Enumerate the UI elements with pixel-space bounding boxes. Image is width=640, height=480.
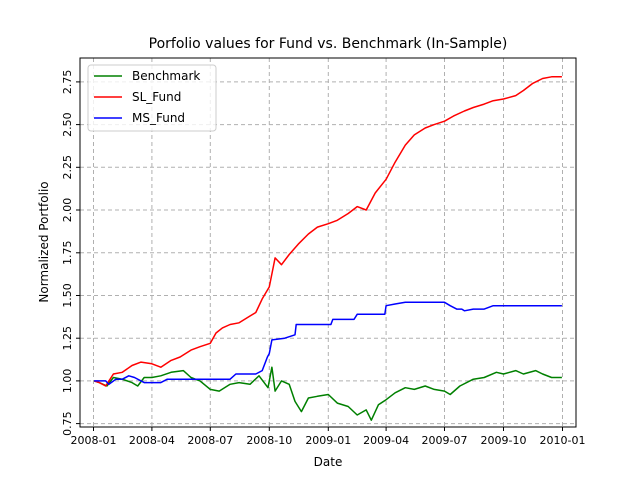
x-tick-label: 2008-04	[129, 434, 175, 447]
x-axis-label: Date	[314, 455, 343, 469]
y-axis: 0.75 1.00 1.25 1.50 1.75 2.00 2.25 2.50 2.75	[61, 70, 80, 436]
series-line-benchmark	[93, 366, 562, 421]
y-axis-label: Normalized Portfolio	[37, 181, 51, 302]
grid	[80, 58, 576, 427]
y-tick-label: 2.75	[61, 70, 74, 95]
y-tick-label: 1.00	[61, 369, 74, 394]
y-tick-label: 1.25	[61, 326, 74, 351]
series-line-ms-fund	[94, 301, 562, 386]
legend: Benchmark SL_Fund MS_Fund	[87, 64, 217, 132]
y-tick-label: 0.75	[61, 411, 74, 436]
y-tick-label: 2.00	[61, 198, 74, 223]
x-tick-label: 2010-01	[540, 434, 586, 447]
y-tick-label: 1.50	[61, 283, 74, 308]
x-tick-label: 2009-10	[481, 434, 527, 447]
series-line-sl-fund	[93, 76, 562, 387]
x-tick-label: 2009-01	[305, 434, 351, 447]
legend-box	[87, 64, 217, 132]
legend-entry: MS_Fund	[132, 111, 185, 125]
chart-title: Porfolio values for Fund vs. Benchmark (…	[149, 36, 508, 52]
x-tick-label: 2008-10	[246, 434, 292, 447]
x-tick-label: 2008-07	[187, 434, 233, 447]
x-tick-label: 2009-07	[422, 434, 468, 447]
legend-entry: Benchmark	[132, 69, 200, 83]
x-tick-label: 2008-01	[71, 434, 117, 447]
legend-entry: SL_Fund	[132, 90, 181, 104]
series-lines	[93, 76, 562, 421]
y-tick-label: 1.75	[61, 241, 74, 265]
x-tick-label: 2009-04	[363, 434, 409, 447]
y-tick-label: 2.50	[61, 112, 74, 137]
y-tick-label: 2.25	[61, 155, 74, 180]
x-axis: 2008-01 2008-04 2008-07 2008-10 2009-01 2009-…	[71, 427, 586, 447]
